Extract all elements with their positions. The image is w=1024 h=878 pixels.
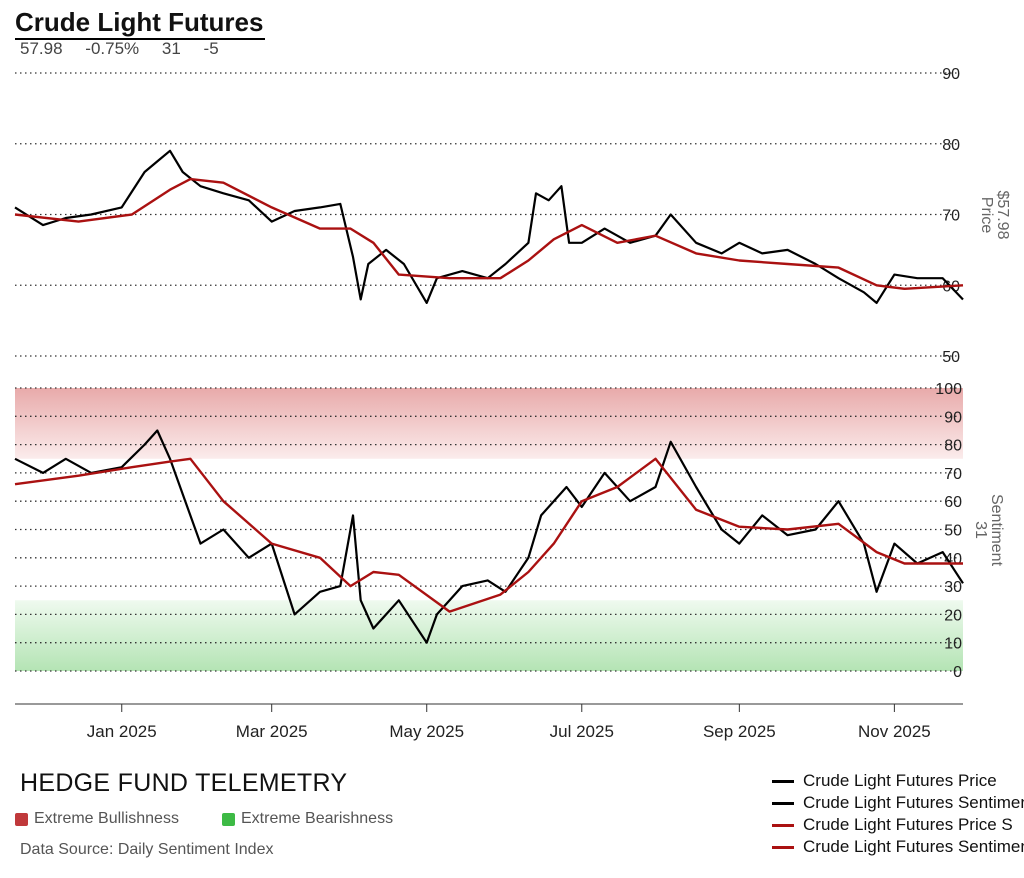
legend-label-price: Crude Light Futures Price — [803, 771, 997, 790]
legend-line-price — [772, 779, 794, 783]
legend-label-bullish: Extreme Bullishness — [34, 810, 179, 827]
sentiment-tick-label: 70 — [944, 466, 962, 483]
price-tick-label: 70 — [942, 208, 960, 225]
data-source: Data Source: Daily Sentiment Index — [20, 841, 274, 858]
price-tick-label: 50 — [942, 349, 960, 366]
sentiment-tick-label: 20 — [944, 607, 962, 624]
x-tick-label: Nov 2025 — [858, 722, 931, 741]
x-tick-label: May 2025 — [389, 722, 464, 741]
sentiment-tick-label: 0 — [953, 664, 962, 681]
extreme-bullishness-zone — [15, 388, 963, 459]
sentiment-tick-label: 80 — [944, 438, 962, 455]
series-legend: Crude Light Futures Price Crude Light Fu… — [772, 770, 1024, 858]
sentiment-tick-label: 90 — [944, 409, 962, 426]
sentiment-zones — [15, 388, 963, 671]
legend-label-sentiment: Crude Light Futures Sentiment — [803, 793, 1024, 812]
price-tick-label: 90 — [942, 66, 960, 83]
legend-item-sentiment: Crude Light Futures Sentiment — [772, 792, 1024, 814]
x-tick-label: Jan 2025 — [87, 722, 157, 741]
price-series-group — [14, 149, 964, 304]
legend-line-sentiment-sma — [772, 845, 794, 849]
sentiment-tick-label: 30 — [944, 579, 962, 596]
legend-label-sentiment-sma: Crude Light Futures Sentiment — [803, 837, 1024, 856]
price-gridlines — [15, 72, 958, 357]
stat-sentiment: 31 — [161, 39, 181, 58]
sentiment-tick-label: 60 — [944, 494, 962, 511]
legend-swatch-bullish — [15, 812, 28, 826]
price-sma-line — [14, 177, 964, 290]
chart-title: Crude Light Futures — [15, 6, 266, 40]
legend-extreme-bullishness: Extreme Bullishness — [15, 810, 179, 828]
x-tick-label: Mar 2025 — [236, 722, 308, 741]
stat-sentiment-change: -5 — [203, 39, 219, 58]
price-tick-label: 80 — [942, 137, 960, 154]
sentiment-tick-label: 100 — [935, 381, 962, 398]
brand-name: HEDGE FUND TELEMETRY — [20, 769, 348, 797]
sentiment-axis-value: 31 — [972, 521, 989, 539]
legend-extreme-bearishness: Extreme Bearishness — [222, 810, 393, 828]
legend-item-price-sma: Crude Light Futures Price S — [772, 814, 1024, 836]
x-tick-label: Sep 2025 — [703, 722, 776, 741]
sentiment-sma-line — [14, 457, 963, 613]
sentiment-gridlines — [15, 387, 958, 672]
x-tick-label: Jul 2025 — [550, 722, 614, 741]
stat-price: 57.98 — [20, 39, 63, 58]
legend-label-price-sma: Crude Light Futures Price S — [803, 815, 1013, 834]
legend-line-price-sma — [772, 823, 794, 827]
price-line — [14, 149, 964, 304]
legend-item-price: Crude Light Futures Price — [772, 770, 1024, 792]
sentiment-tick-label: 10 — [944, 636, 962, 653]
legend-line-sentiment — [772, 801, 794, 805]
sentiment-tick-label: 50 — [944, 523, 962, 540]
sentiment-axis-label: Sentiment — [988, 494, 1005, 567]
stat-change-percent: -0.75% — [85, 39, 140, 58]
stats-bar: 57.98 -0.75% 31 -5 — [20, 39, 237, 59]
extreme-bearishness-zone — [15, 600, 963, 671]
price-axis-value: $57.98 — [994, 191, 1011, 240]
sentiment-series-group — [14, 429, 964, 644]
sentiment-line — [14, 429, 964, 644]
legend-item-sentiment-sma: Crude Light Futures Sentiment — [772, 836, 1024, 858]
price-axis-label: Price — [978, 197, 995, 234]
x-axis: Jan 2025 Mar 2025 May 2025 Jul 2025 Sep 2025… — [15, 703, 963, 741]
legend-swatch-bearish — [222, 812, 235, 826]
legend-label-bearish: Extreme Bearishness — [241, 810, 394, 827]
